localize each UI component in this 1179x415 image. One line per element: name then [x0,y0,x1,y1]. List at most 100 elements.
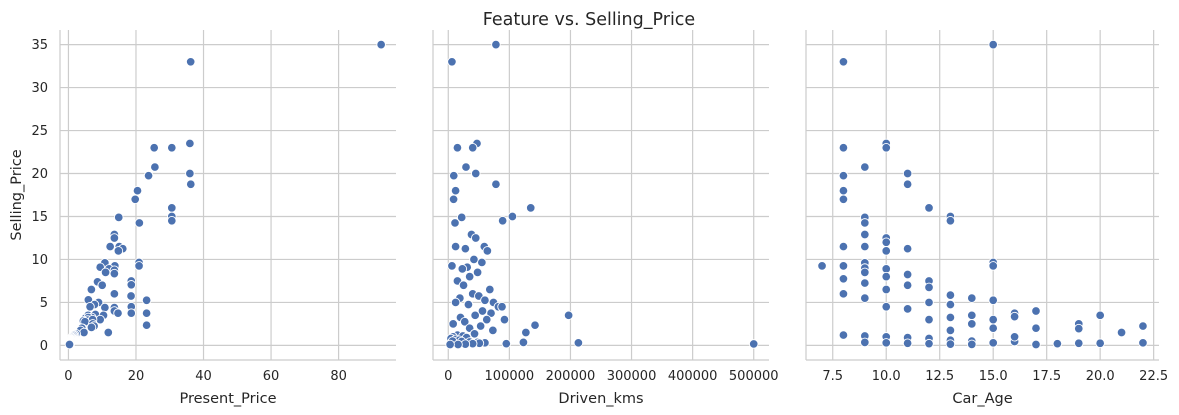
car-age-point [1031,339,1041,350]
driven-kms-point [475,321,486,331]
car-age-point [967,339,977,350]
present-price-ytick-label: 35 [31,38,48,53]
car-age-xtick-label: 22.5 [1139,369,1168,384]
present-price-point [185,138,195,149]
car-age-point [881,338,891,348]
car-age-point [902,179,913,190]
present-price-xtick-label: 80 [330,369,347,384]
present-price-point [64,339,75,350]
present-price-xtick-label: 40 [195,369,212,384]
driven-kms-point [491,179,501,190]
driven-kms-xtick-label: 200000 [546,369,596,384]
present-price-point [167,216,177,226]
present-price-point [149,142,159,153]
present-price-point [105,241,115,252]
car-age-point [1031,306,1041,316]
car-age-point [881,301,891,312]
driven-kms-point [449,170,459,181]
present-price-ytick-label: 10 [31,253,48,268]
car-age-point [1138,338,1148,348]
driven-kms-point [563,310,574,321]
car-age-point [838,185,849,196]
present-price-point [113,308,123,318]
present-price-point [167,142,177,153]
present-price-point [185,168,195,179]
driven-kms-xtick-label: 400000 [668,369,718,384]
car-age-point [817,261,827,271]
driven-kms-point [469,254,479,265]
car-age-xlabel: Car_Age [952,391,1012,407]
present-price-point [134,261,144,271]
present-price-point [141,295,152,306]
driven-kms-point [447,261,457,271]
driven-kms-point [499,314,510,325]
driven-kms-point [452,142,463,153]
figure-title: Feature vs. Selling_Price [483,10,695,30]
driven-kms-point [507,211,518,222]
car-age-point [988,295,998,306]
present-price-point [130,194,140,205]
driven-kms-point [467,142,478,153]
driven-kms-point [501,338,512,349]
driven-kms-point [461,162,471,172]
car-age-point [1009,311,1020,322]
car-age-point [988,323,998,333]
present-price-point [134,218,145,228]
driven-kms-point [497,216,508,226]
driven-kms-point [448,319,458,329]
car-age-point [881,284,891,295]
car-age-point [1074,338,1084,348]
present-price-point [141,308,152,318]
present-price-xlabel: Present_Price [179,391,276,407]
car-age-xtick-label: 12.5 [925,369,954,384]
car-age-xtick-label: 17.5 [1032,369,1061,384]
driven-kms-point [464,271,475,282]
car-age-point [838,274,849,284]
present-price-point [79,327,89,338]
car-age-point [945,339,956,349]
car-age-point [860,218,870,228]
car-age-point [860,162,870,172]
car-age-point [838,330,849,340]
car-age-point [967,319,977,329]
car-age-point [1138,321,1148,331]
present-price-ytick-label: 25 [31,124,48,139]
present-price-point [376,39,386,50]
driven-kms-xlabel: Driven_kms [558,391,643,407]
driven-kms-point [448,194,459,205]
panel-driven-kms: 0 100000 200000 300000 400000 500000 Driven_km… [432,30,779,407]
car-age-point [1095,310,1105,321]
driven-kms-point [447,57,457,67]
driven-kms-point [518,337,529,348]
driven-kms-point [456,212,467,223]
car-age-point [1031,323,1041,333]
car-age-point [988,261,998,271]
car-age-point [924,314,934,325]
present-price-ytick-label: 20 [31,167,48,182]
panel-present-price: 0 20 40 60 80 0 5 10 15 20 25 30 35 Selling_Price Pres… [9,30,396,407]
panel-car-age: 7.5 10.0 12.5 15.0 17.5 20.0 22.5 Car_Age [805,30,1168,407]
car-age-point [838,261,849,271]
driven-kms-point [470,310,480,321]
present-price-ytick-label: 5 [40,296,48,311]
present-price-xtick-label: 60 [263,369,280,384]
car-age-point [1095,338,1105,348]
car-age-point [945,216,956,226]
car-age-point [1052,338,1063,349]
car-age-point [838,289,849,299]
car-age-point [924,203,934,213]
present-price-point [185,57,196,67]
present-price-ytick-label: 15 [31,210,48,225]
car-age-point [838,57,849,67]
driven-kms-point [445,339,455,350]
driven-kms-point [530,320,540,330]
driven-kms-point [482,314,492,325]
car-age-xtick-label: 20.0 [1086,369,1115,384]
driven-kms-point [460,317,470,327]
driven-kms-point [477,257,487,268]
present-price-point [100,302,110,313]
present-price-ylabel: Selling_Price [9,149,25,240]
driven-kms-point [573,338,584,348]
present-price-point [85,301,95,312]
